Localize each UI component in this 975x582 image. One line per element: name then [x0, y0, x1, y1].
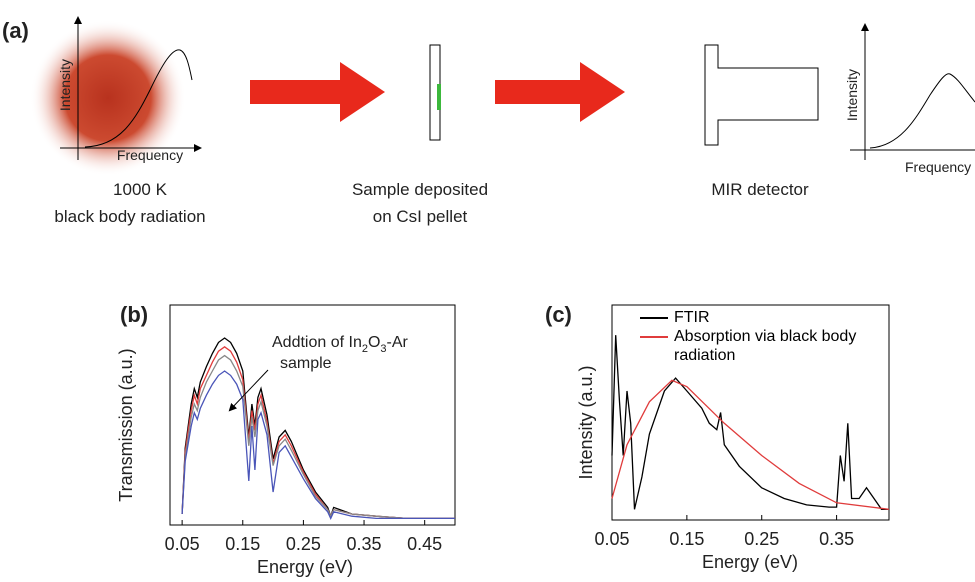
curve: [869, 73, 975, 149]
annotation-part: 3: [380, 343, 386, 355]
panel-label: (b): [120, 302, 148, 327]
caption: 1000 K: [113, 180, 168, 199]
panel-label: (c): [545, 302, 572, 327]
axis-label: Intensity: [844, 69, 860, 121]
legend-label: Absorption via black body radiation: [674, 328, 857, 364]
panel-label: (a): [2, 18, 29, 43]
annotation-part: 2: [362, 343, 368, 355]
annotation-part: -Ar: [387, 334, 409, 351]
legend-entry: FTIR: [640, 308, 860, 327]
sample: [437, 84, 441, 110]
caption: black body radiation: [54, 207, 205, 226]
annotation-part: O: [368, 334, 380, 351]
y-axis-label: Transmission (a.u.): [116, 348, 136, 501]
arrow: [495, 62, 625, 122]
axis-label: Intensity: [57, 59, 73, 111]
caption: on CsI pellet: [373, 207, 468, 226]
detector: [704, 44, 819, 146]
x-tick-label: 0.35: [819, 529, 854, 549]
series-line: [181, 370, 455, 520]
annotation: sample: [280, 355, 332, 372]
x-tick-label: 0.15: [669, 529, 704, 549]
legend-swatch: [640, 317, 668, 319]
legend: FTIR Absorption via black body radiation: [640, 308, 860, 365]
x-tick-label: 0.35: [347, 534, 382, 554]
y-axis-label: Intensity (a.u.): [576, 365, 596, 479]
axis-label: Frequency: [905, 159, 971, 175]
axis-label: Frequency: [117, 147, 183, 163]
legend-swatch: [640, 336, 668, 338]
x-axis-label: Energy (eV): [257, 557, 353, 577]
x-tick-label: 0.05: [594, 529, 629, 549]
arrow: [250, 62, 385, 122]
curve: [84, 49, 193, 148]
caption: Sample deposited: [352, 180, 488, 199]
x-tick-label: 0.45: [407, 534, 442, 554]
x-axis-label: Energy (eV): [702, 552, 798, 572]
x-tick-label: 0.25: [744, 529, 779, 549]
x-tick-label: 0.05: [165, 534, 200, 554]
legend-entry: Absorption via black body radiation: [640, 327, 860, 365]
series-line: [611, 379, 890, 510]
annotation-arrow: [228, 369, 269, 412]
plot-frame: [169, 304, 456, 526]
x-tick-label: 0.15: [225, 534, 260, 554]
series-line: [181, 354, 455, 520]
annotation-part: Addtion of In: [272, 334, 362, 351]
legend-label: FTIR: [674, 309, 710, 326]
annotation: Addtion of In2O3-Ar: [272, 334, 409, 355]
x-tick-label: 0.25: [286, 534, 321, 554]
caption: MIR detector: [711, 180, 809, 199]
plot-frame: [611, 304, 890, 521]
glow: [30, 20, 186, 176]
